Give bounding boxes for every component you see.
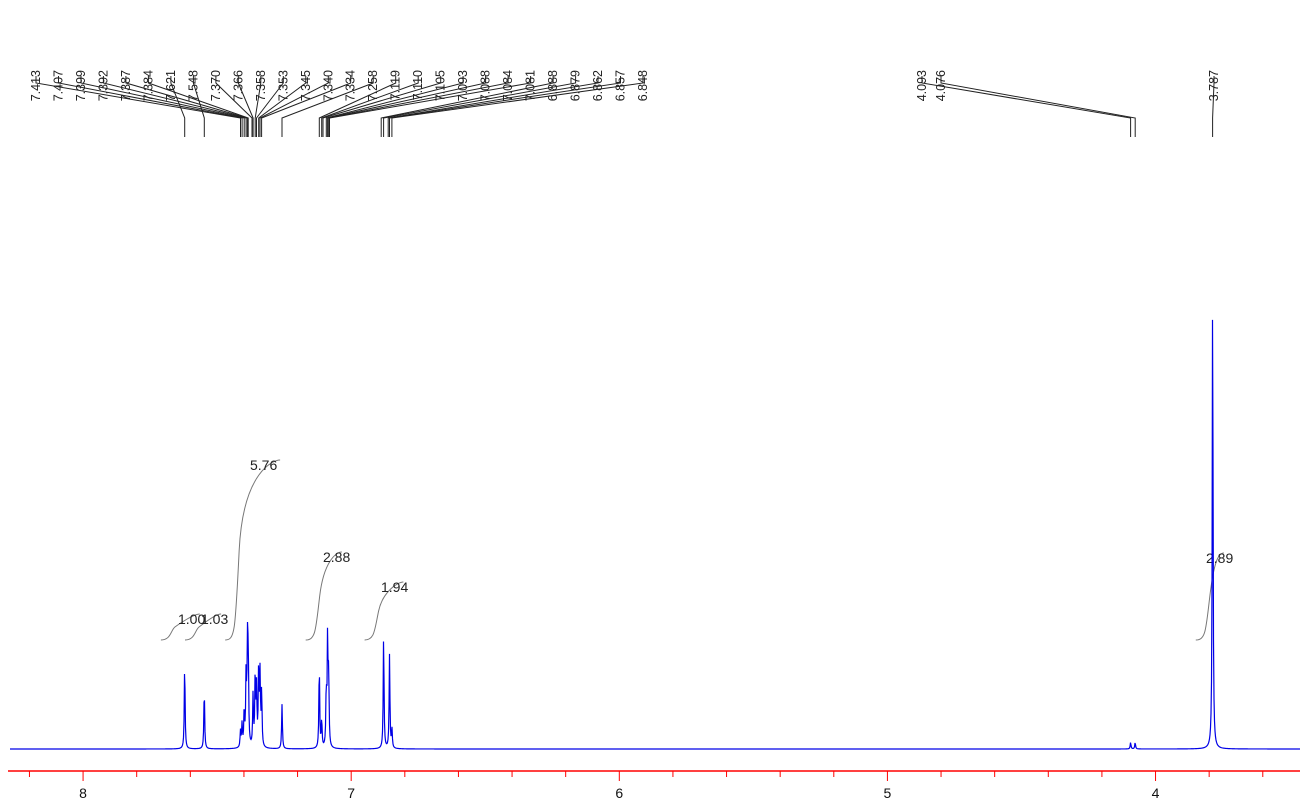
integral-label: 1.03 — [201, 611, 228, 627]
peak-leader-line — [254, 76, 262, 137]
peak-leader-line — [383, 76, 577, 137]
peak-label-layer: 7.413 7.407 7.399 7.392 7.387 7.384 7.621 7.548… — [29, 70, 1221, 137]
peak-leader-line — [147, 76, 249, 137]
peak-leader-line — [281, 76, 374, 137]
integral-curve — [184, 613, 222, 641]
peak-leader-line — [259, 76, 329, 137]
peak-leader-line — [329, 76, 532, 137]
peak-leader-line — [102, 76, 247, 137]
peak-label: 7.387 — [119, 70, 133, 101]
peak-leader-line — [256, 76, 284, 137]
spectrum-trace — [10, 319, 1300, 750]
peak-label: 7.093 — [456, 70, 470, 101]
peak-label: 6.862 — [591, 70, 605, 101]
peak-leader-line — [389, 76, 621, 137]
integral-curve — [1195, 552, 1224, 641]
peak-leader-line — [322, 76, 442, 137]
peak-label: 4.076 — [934, 70, 948, 101]
peak-label: 7.407 — [52, 70, 66, 101]
peak-label: 7.110 — [411, 70, 425, 100]
peak-leader-line — [940, 76, 1136, 137]
peak-label: 6.857 — [614, 70, 628, 101]
integral-curve — [160, 613, 200, 641]
integral-label: 1.00 — [178, 611, 205, 627]
peak-label: 7.399 — [74, 70, 88, 101]
peak-label: 7.345 — [299, 70, 313, 101]
peak-leader-line — [1212, 76, 1215, 137]
peak-label: 7.258 — [366, 70, 380, 101]
peak-leader-line — [80, 76, 245, 137]
integral-curve — [305, 551, 342, 641]
peak-label: 6.879 — [569, 70, 583, 101]
peak-leader-line — [125, 76, 248, 137]
peak-label: 7.334 — [344, 70, 358, 101]
peak-label: 7.392 — [96, 70, 110, 101]
peak-leader-line — [318, 76, 397, 137]
peak-label: 7.413 — [29, 70, 43, 101]
peak-label: 6.848 — [636, 70, 650, 101]
integral-curve — [225, 459, 281, 641]
integral-label: 1.94 — [381, 579, 408, 595]
peak-leader-line — [328, 76, 509, 137]
peak-leader-line — [192, 76, 205, 137]
integral-label: 2.88 — [323, 549, 350, 565]
peak-label: 7.548 — [186, 70, 200, 101]
peak-label: 4.093 — [915, 70, 929, 101]
peak-leader-line — [380, 76, 554, 137]
peak-leader-line — [387, 76, 599, 137]
peak-leader-line — [35, 76, 241, 137]
peak-label: 7.084 — [501, 70, 515, 101]
peak-label: 7.370 — [209, 70, 223, 101]
peak-leader-line — [321, 76, 419, 137]
peak-leader-line — [391, 76, 644, 137]
x-axis: 8 7 6 5 4 — [8, 770, 1300, 801]
peak-leader-line — [325, 76, 464, 137]
x-tick-label: 4 — [1152, 785, 1160, 801]
peak-label: 7.621 — [164, 70, 178, 101]
integral-curve — [364, 581, 404, 641]
peak-label: 7.384 — [141, 70, 155, 101]
integral-label: 2.89 — [1206, 550, 1233, 566]
integral-layer: 1.001.03 5.76 2.88 1.94 2.89 — [160, 457, 1233, 641]
peak-leader-line — [327, 76, 487, 137]
x-tick-label: 7 — [347, 785, 355, 801]
peak-leader-line — [170, 76, 186, 137]
x-tick-label: 8 — [79, 785, 87, 801]
peak-leader-line — [237, 76, 254, 137]
x-tick-label: 5 — [884, 785, 892, 801]
peak-leader-line — [258, 76, 307, 137]
peak-label: 7.088 — [479, 70, 493, 101]
peak-leader-line — [921, 76, 1132, 137]
integral-label: 5.76 — [250, 457, 277, 473]
peak-leader-line — [215, 76, 253, 137]
peak-label: 7.353 — [276, 70, 290, 101]
peak-leader-line — [261, 76, 352, 137]
x-tick-label: 6 — [615, 785, 623, 801]
peak-leader-line — [58, 76, 243, 137]
peak-label: 7.366 — [231, 70, 245, 101]
